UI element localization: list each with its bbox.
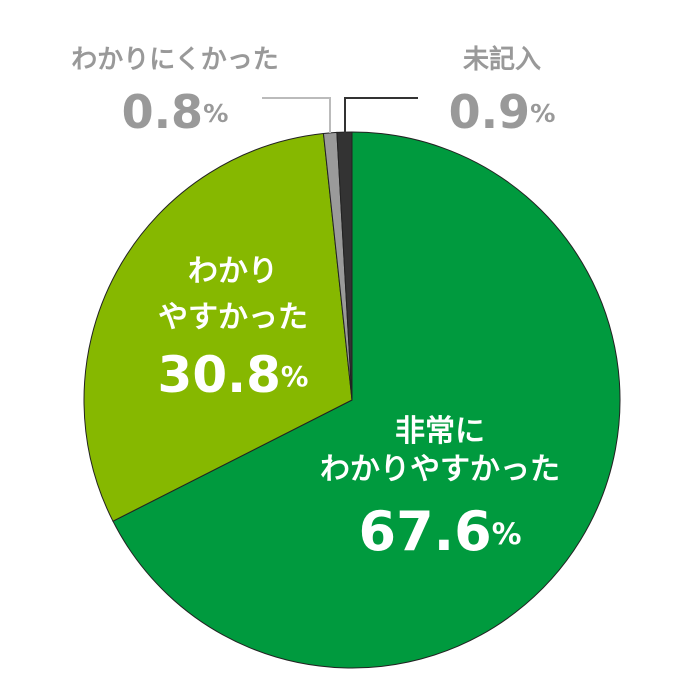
value-unit: % — [281, 361, 309, 393]
value-number: 67.6 — [359, 500, 492, 563]
pie-slice — [83, 132, 353, 522]
value-number: 0.9 — [449, 85, 531, 139]
slice-label: 非常にわかりやすかった — [320, 414, 560, 487]
pie-slice — [112, 131, 621, 669]
label-line: わかり — [188, 254, 278, 289]
leader-line — [262, 97, 331, 133]
leader-line — [344, 97, 418, 133]
label-line: 非常に — [395, 414, 485, 449]
label-line: わかりやすかった — [320, 452, 560, 487]
value-number: 30.8 — [158, 346, 281, 404]
value-unit: % — [530, 99, 555, 128]
value-unit: % — [492, 517, 522, 552]
label-line: やすかった — [158, 300, 308, 335]
slice-label: 未記入 — [463, 44, 541, 75]
value-label: 30.8% — [158, 346, 309, 404]
value-label: 0.9% — [449, 85, 556, 139]
slice-label: わかりにくかった — [71, 45, 278, 75]
label-line: 未記入 — [463, 44, 541, 75]
value-unit: % — [203, 99, 228, 128]
slice-label: わかりやすかった — [158, 254, 308, 335]
value-label: 67.6% — [359, 500, 522, 563]
label-line: わかりにくかった — [71, 45, 278, 75]
value-number: 0.8 — [122, 85, 204, 139]
value-label: 0.8% — [122, 85, 229, 139]
